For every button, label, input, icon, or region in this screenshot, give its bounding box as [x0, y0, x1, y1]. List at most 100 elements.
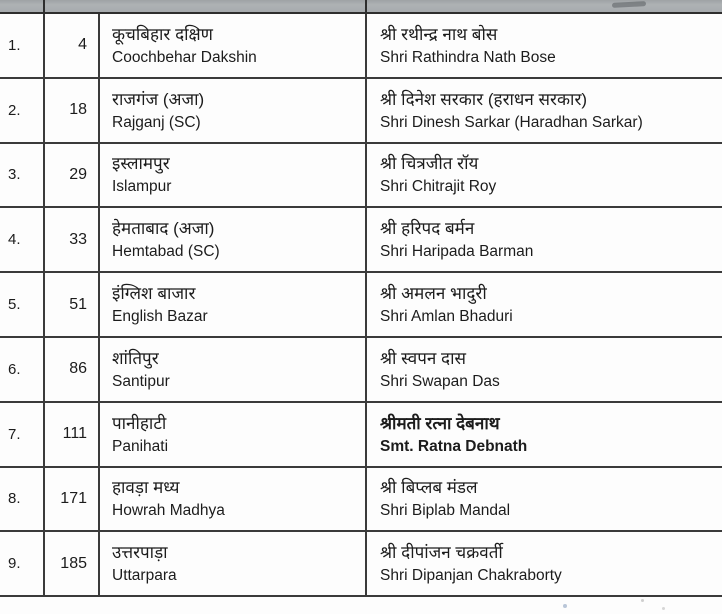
- constituency-name-english: English Bazar: [112, 308, 208, 326]
- candidate-name-english: Shri Dinesh Sarkar (Haradhan Sarkar): [380, 113, 643, 131]
- serial-cell: 1.: [0, 14, 45, 77]
- scan-artifact: [662, 607, 665, 610]
- constituency-name-hindi: राजगंज (अजा): [112, 89, 205, 109]
- constituency-name-english: Santipur: [112, 372, 170, 390]
- constituency-number-cell: 86: [45, 337, 100, 401]
- scan-artifact: [641, 599, 644, 602]
- constituency-number-cell: 111: [45, 402, 100, 466]
- candidate-name-hindi: श्री हरिपद बर्मन: [380, 219, 475, 239]
- serial-number: 2.: [8, 101, 21, 119]
- constituency-name-english: Uttarpara: [112, 567, 177, 585]
- serial-number: 8.: [8, 490, 21, 508]
- table-row: 7. 111 पानीहाटी Panihati श्रीमती रत्ना द…: [0, 402, 722, 468]
- candidate-cell: श्री दिनेश सरकार (हराधन सरकार) Shri Dine…: [367, 79, 722, 142]
- constituency-cell: पानीहाटी Panihati: [100, 402, 367, 466]
- candidate-name-hindi: श्री बिप्लब मंडल: [380, 478, 478, 498]
- constituency-name-hindi: कूचबिहार दक्षिण: [112, 24, 213, 44]
- constituency-name-english: Howrah Madhya: [112, 502, 225, 520]
- candidate-cell: श्री रथीन्द्र नाथ बोस Shri Rathindra Nat…: [367, 14, 722, 77]
- constituency-name-hindi: हावड़ा मध्य: [112, 478, 180, 498]
- constituency-name-english: Coochbehar Dakshin: [112, 48, 257, 66]
- constituency-cell: शांतिपुर Santipur: [100, 337, 367, 401]
- candidate-name-english: Shri Haripada Barman: [380, 243, 534, 261]
- serial-number: 4.: [8, 231, 21, 249]
- constituency-name-hindi: शांतिपुर: [112, 348, 159, 368]
- constituency-cell: इस्लामपुर Islampur: [100, 143, 367, 207]
- table-row: 6. 86 शांतिपुर Santipur श्री स्वपन दास S…: [0, 337, 722, 403]
- table-row: 5. 51 इंग्लिश बाजार English Bazar श्री अ…: [0, 273, 722, 338]
- candidate-name-hindi: श्री रथीन्द्र नाथ बोस: [380, 24, 498, 44]
- candidate-name-english: Shri Rathindra Nath Bose: [380, 48, 556, 66]
- candidate-name-hindi: श्री स्वपन दास: [380, 348, 466, 368]
- table-header-band: [0, 0, 722, 14]
- candidate-name-hindi: श्रीमती रत्ना देबनाथ: [380, 413, 500, 433]
- constituency-cell: कूचबिहार दक्षिण Coochbehar Dakshin: [100, 14, 367, 77]
- constituency-cell: हावड़ा मध्य Howrah Madhya: [100, 467, 367, 531]
- candidate-name-hindi: श्री चित्रजीत रॉय: [380, 154, 479, 174]
- serial-cell: 3.: [0, 143, 45, 207]
- candidate-name-hindi: श्री दीपांजन चक्रवर्ती: [380, 543, 503, 563]
- candidate-name-hindi: श्री अमलन भादुरी: [380, 284, 487, 304]
- constituency-cell: राजगंज (अजा) Rajganj (SC): [100, 78, 367, 142]
- table-row: 1. 4 कूचबिहार दक्षिण Coochbehar Dakshin …: [0, 14, 722, 79]
- constituency-number: 185: [60, 554, 87, 572]
- constituency-number-cell: 33: [45, 208, 100, 272]
- candidate-name-hindi: श्री दिनेश सरकार (हराधन सरकार): [380, 89, 588, 109]
- constituency-name-english: Panihati: [112, 437, 169, 455]
- constituency-cell: उत्तरपाड़ा Uttarpara: [100, 532, 367, 596]
- constituency-name-english: Islampur: [112, 178, 172, 196]
- table-row: 9. 185 उत्तरपाड़ा Uttarpara श्री दीपांजन…: [0, 532, 722, 598]
- constituency-number-cell: 29: [45, 143, 100, 207]
- constituency-name-hindi: पानीहाटी: [112, 413, 167, 433]
- constituency-number: 111: [62, 425, 87, 443]
- constituency-number-cell: 51: [45, 273, 100, 336]
- table-row: 2. 18 राजगंज (अजा) Rajganj (SC) श्री दिन…: [0, 78, 722, 144]
- serial-number: 5.: [8, 296, 21, 314]
- constituency-number: 33: [69, 230, 87, 248]
- constituency-cell: हेमताबाद (अजा) Hemtabad (SC): [100, 208, 367, 272]
- constituency-number: 18: [69, 101, 87, 119]
- scan-artifact: [611, 1, 647, 8]
- candidate-cell: श्री चित्रजीत रॉय Shri Chitrajit Roy: [367, 144, 722, 207]
- constituency-number: 51: [69, 295, 87, 313]
- serial-number: 7.: [8, 425, 21, 443]
- candidate-name-english: Shri Dipanjan Chakraborty: [380, 567, 562, 585]
- serial-number: 1.: [8, 36, 21, 54]
- constituency-number: 86: [69, 360, 87, 378]
- serial-cell: 7.: [0, 402, 45, 466]
- candidate-cell: श्री अमलन भादुरी Shri Amlan Bhaduri: [367, 273, 722, 336]
- candidate-cell: श्री स्वपन दास Shri Swapan Das: [367, 338, 722, 401]
- constituency-name-english: Hemtabad (SC): [112, 243, 220, 261]
- constituency-cell: इंग्लिश बाजार English Bazar: [100, 273, 367, 336]
- constituency-number: 4: [78, 36, 87, 54]
- candidate-cell: श्रीमती रत्ना देबनाथ Smt. Ratna Debnath: [367, 403, 722, 466]
- serial-cell: 2.: [0, 78, 45, 142]
- serial-number: 9.: [8, 555, 21, 573]
- constituency-name-english: Rajganj (SC): [112, 113, 201, 131]
- column-divider: [365, 0, 367, 14]
- serial-cell: 5.: [0, 273, 45, 336]
- serial-cell: 9.: [0, 532, 45, 596]
- constituency-number: 171: [60, 489, 87, 507]
- constituency-number-cell: 4: [45, 14, 100, 77]
- constituency-number-cell: 185: [45, 532, 100, 596]
- candidate-name-english: Shri Chitrajit Roy: [380, 178, 497, 196]
- constituency-name-hindi: हेमताबाद (अजा): [112, 219, 215, 239]
- table-row: 8. 171 हावड़ा मध्य Howrah Madhya श्री बि…: [0, 467, 722, 533]
- constituency-name-hindi: उत्तरपाड़ा: [112, 543, 168, 563]
- serial-number: 6.: [8, 360, 21, 378]
- candidate-cell: श्री बिप्लब मंडल Shri Biplab Mandal: [367, 468, 722, 531]
- column-divider: [43, 0, 45, 14]
- constituency-number-cell: 18: [45, 78, 100, 142]
- candidate-table: 1. 4 कूचबिहार दक्षिण Coochbehar Dakshin …: [0, 14, 722, 598]
- serial-cell: 4.: [0, 208, 45, 272]
- candidate-cell: श्री हरिपद बर्मन Shri Haripada Barman: [367, 208, 722, 271]
- constituency-name-hindi: इस्लामपुर: [112, 154, 170, 174]
- candidate-name-english: Shri Amlan Bhaduri: [380, 308, 513, 326]
- table-row: 3. 29 इस्लामपुर Islampur श्री चित्रजीत र…: [0, 143, 722, 209]
- serial-number: 3.: [8, 166, 21, 184]
- constituency-number-cell: 171: [45, 467, 100, 531]
- candidate-cell: श्री दीपांजन चक्रवर्ती Shri Dipanjan Cha…: [367, 532, 722, 595]
- serial-cell: 8.: [0, 467, 45, 531]
- candidate-name-english: Shri Biplab Mandal: [380, 502, 511, 520]
